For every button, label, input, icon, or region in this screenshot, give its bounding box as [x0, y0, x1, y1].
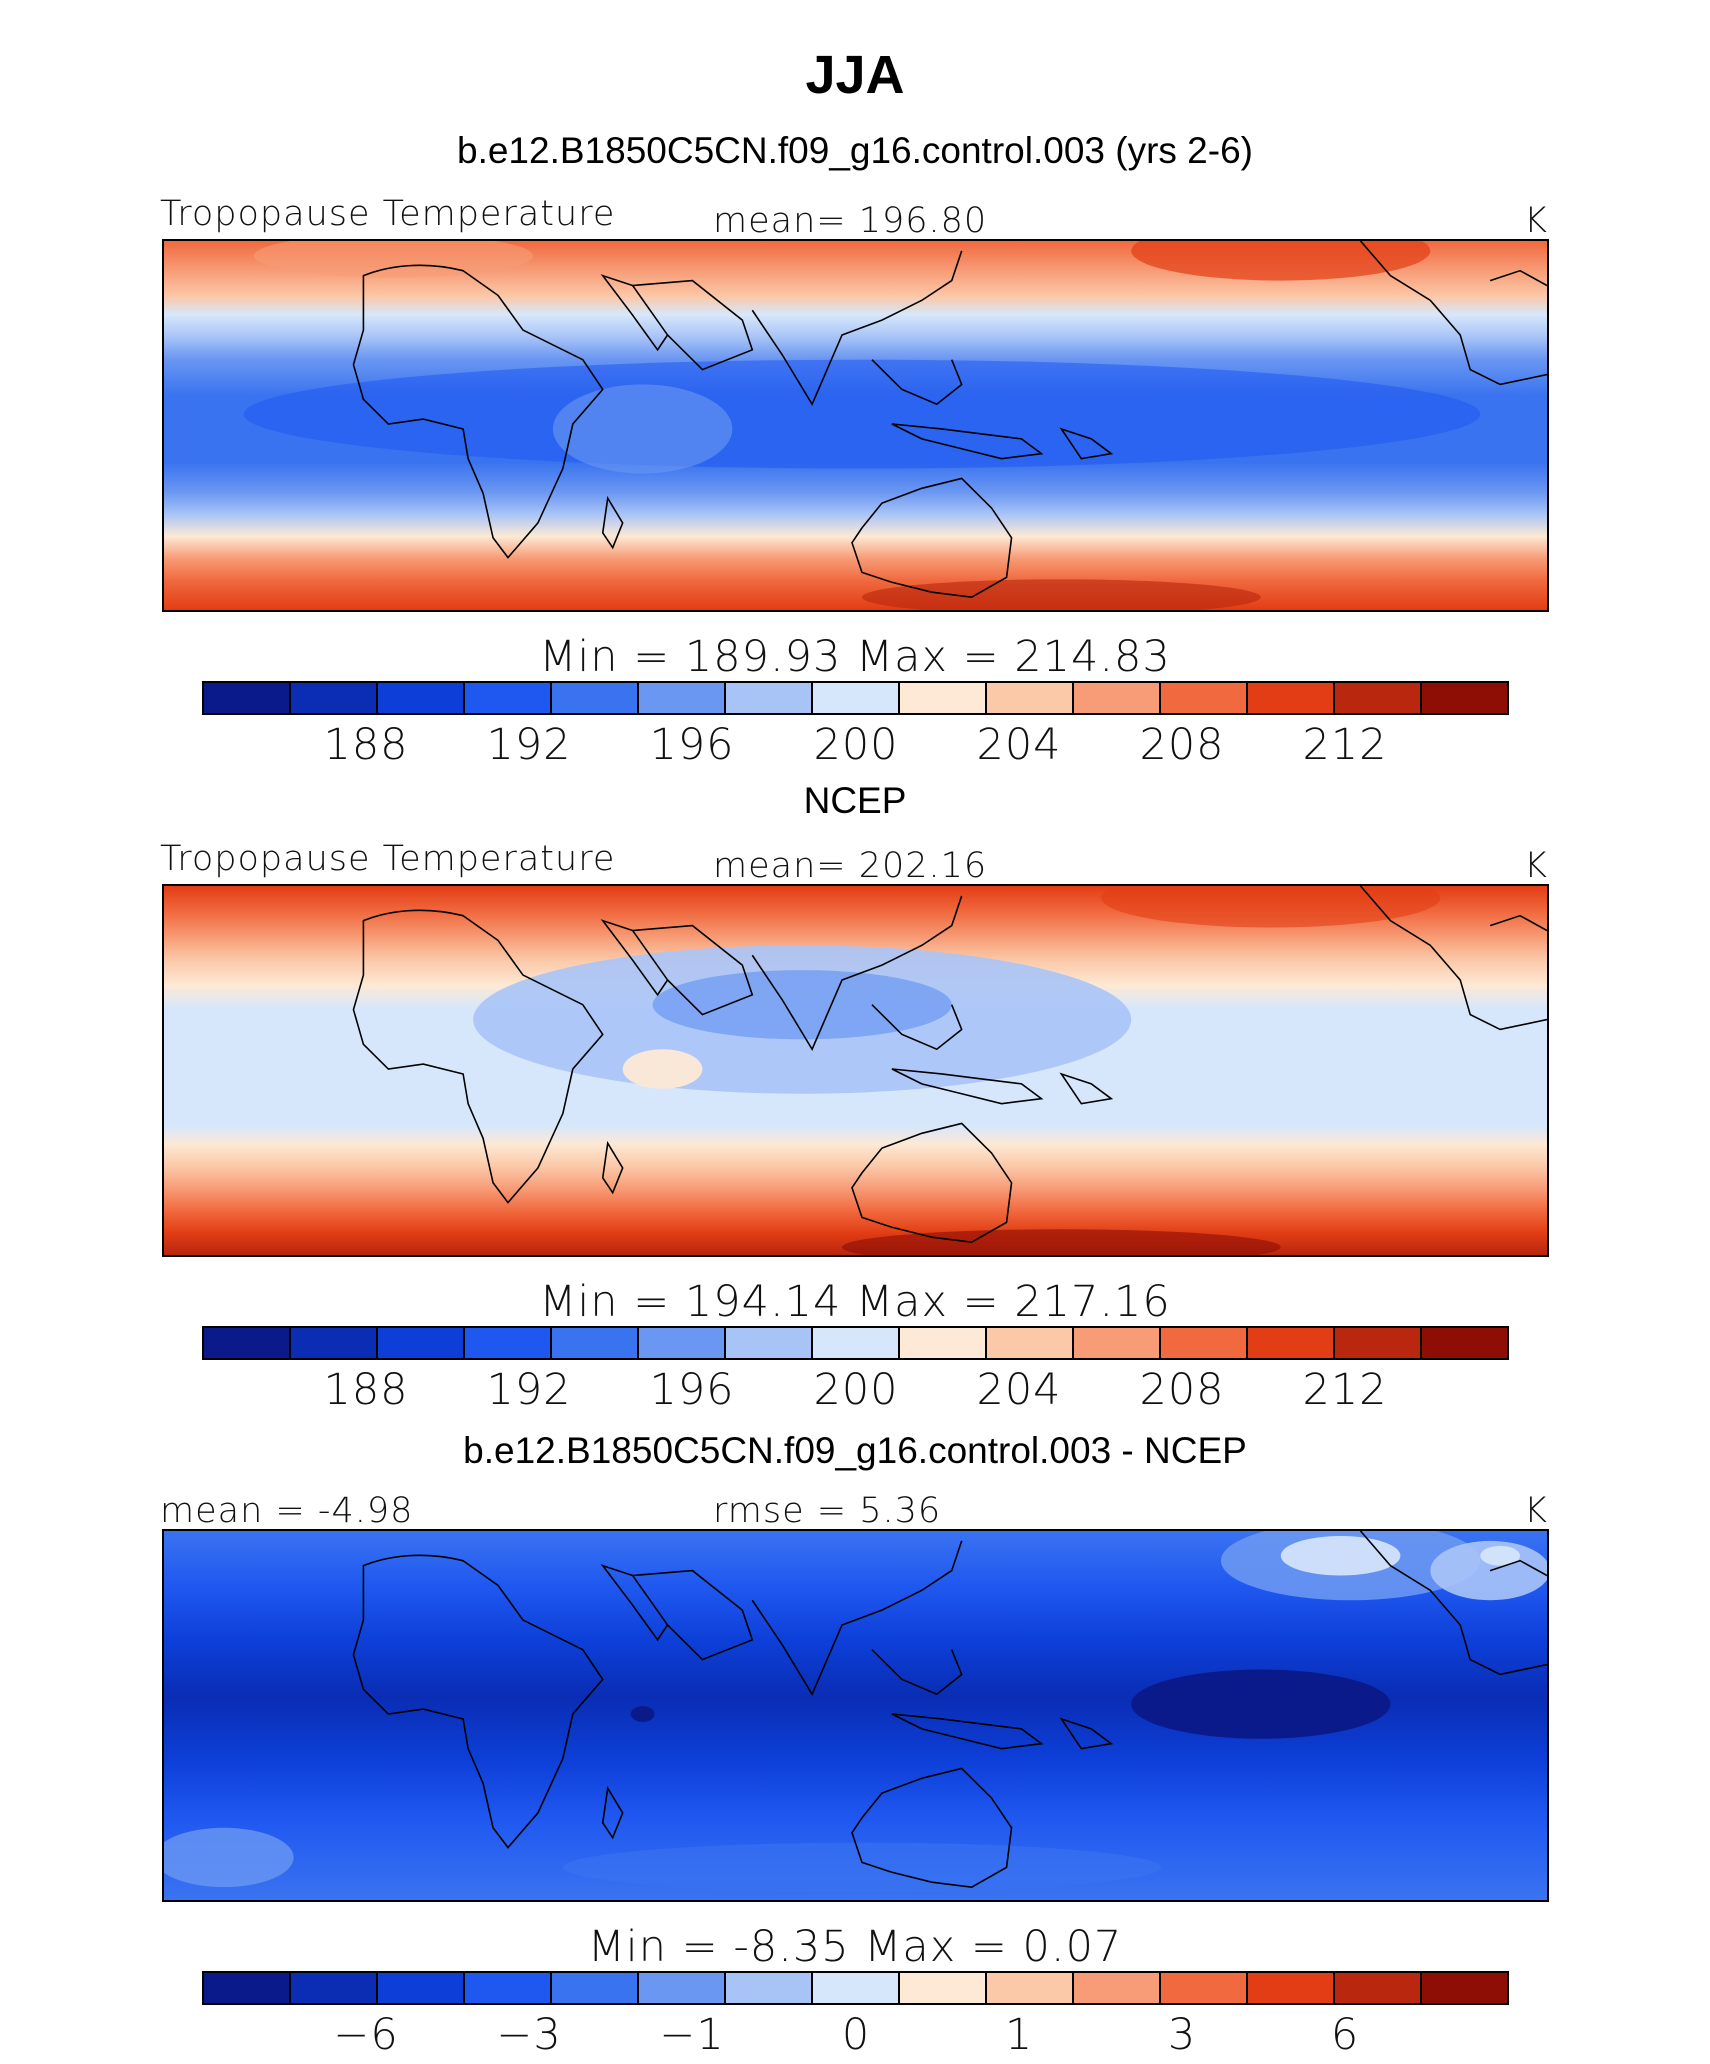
panel-2-colorbar [202, 1326, 1509, 1360]
colorbar-swatch [291, 683, 378, 713]
panel-1-tick-label: 200 [813, 720, 899, 770]
panel-3-tick-label: −3 [496, 2010, 562, 2060]
panel-1-colorbar [202, 681, 1509, 715]
panel-2-minmax: Min = 194.14 Max = 217.16 [539, 1277, 1171, 1327]
colorbar-swatch [1248, 683, 1335, 713]
panel-3-subtitle: b.e12.B1850C5CN.f09_g16.control.003 - NC… [463, 1430, 1247, 1471]
colorbar-swatch [1161, 1973, 1248, 2003]
colorbar-swatch [1422, 1328, 1507, 1358]
panel-1-mean-label: mean= 196.80 [713, 201, 988, 241]
panel-2-tick-label: 200 [813, 1365, 899, 1415]
colorbar-swatch [987, 683, 1074, 713]
panel-2-tick-label: 212 [1302, 1365, 1388, 1415]
colorbar-swatch [1248, 1973, 1335, 2003]
panel-3-tick-label: 0 [841, 2010, 871, 2060]
panel-2-tick-label: 204 [976, 1365, 1062, 1415]
colorbar-swatch [900, 683, 987, 713]
colorbar-swatch [552, 683, 639, 713]
panel-2-mean-label: mean= 202.16 [713, 846, 988, 886]
colorbar-swatch [552, 1973, 639, 2003]
panel-1-tick-label: 192 [486, 720, 572, 770]
colorbar-swatch [1074, 683, 1161, 713]
colorbar-swatch [1161, 683, 1248, 713]
colorbar-swatch [378, 1328, 465, 1358]
panel-1-subtitle: b.e12.B1850C5CN.f09_g16.control.003 (yrs… [457, 130, 1253, 171]
panel-1-tick-label: 196 [649, 720, 735, 770]
panel-3-rmse-label: rmse = 5.36 [713, 1491, 942, 1531]
colorbar-swatch [1335, 1973, 1422, 2003]
panel-2-tick-label: 208 [1139, 1365, 1225, 1415]
panel-3-colorbar [202, 1971, 1509, 2005]
colorbar-swatch [1335, 683, 1422, 713]
panel-1-units: K [1524, 201, 1548, 241]
colorbar-swatch [552, 1328, 639, 1358]
colorbar-swatch [1074, 1328, 1161, 1358]
panel-1-minmax: Min = 189.93 Max = 214.83 [539, 632, 1171, 682]
colorbar-swatch [1335, 1328, 1422, 1358]
colorbar-swatch [1248, 1328, 1335, 1358]
colorbar-swatch [204, 1328, 291, 1358]
figure-title: JJA [805, 45, 905, 105]
panel-3-minmax: Min = -8.35 Max = 0.07 [587, 1922, 1123, 1972]
colorbar-swatch [204, 683, 291, 713]
panel-2-tick-label: 192 [486, 1365, 572, 1415]
colorbar-swatch [204, 1973, 291, 2003]
colorbar-swatch [1422, 683, 1507, 713]
colorbar-swatch [987, 1973, 1074, 2003]
colorbar-swatch [378, 683, 465, 713]
colorbar-swatch [726, 1973, 813, 2003]
panel-1-tick-label: 204 [976, 720, 1062, 770]
panel-3-tick-label: 1 [1004, 2010, 1034, 2060]
colorbar-swatch [813, 1328, 900, 1358]
colorbar-swatch [1422, 1973, 1507, 2003]
colorbar-swatch [378, 1973, 465, 2003]
colorbar-swatch [726, 1328, 813, 1358]
colorbar-swatch [465, 683, 552, 713]
colorbar-swatch [987, 1328, 1074, 1358]
panel-3-tick-label: −1 [659, 2010, 725, 2060]
panel-2-subtitle: NCEP [803, 780, 907, 821]
colorbar-swatch [291, 1973, 378, 2003]
colorbar-swatch [1074, 1973, 1161, 2003]
panel-3-units: K [1524, 1491, 1548, 1531]
colorbar-swatch [465, 1973, 552, 2003]
colorbar-swatch [726, 683, 813, 713]
colorbar-swatch [465, 1328, 552, 1358]
panel-1-field-label: Tropopause Temperature [160, 194, 616, 234]
colorbar-swatch [813, 683, 900, 713]
colorbar-swatch [639, 1973, 726, 2003]
panel-2-map [162, 884, 1549, 1257]
panel-3-tick-label: 6 [1330, 2010, 1360, 2060]
colorbar-swatch [813, 1973, 900, 2003]
colorbar-swatch [1161, 1328, 1248, 1358]
panel-3-map [162, 1529, 1549, 1902]
colorbar-swatch [639, 683, 726, 713]
panel-3-tick-label: 3 [1167, 2010, 1197, 2060]
panel-3-mean-label: mean = -4.98 [160, 1491, 414, 1531]
panel-1-tick-label: 208 [1139, 720, 1225, 770]
colorbar-swatch [900, 1328, 987, 1358]
panel-2-tick-label: 196 [649, 1365, 735, 1415]
panel-2-tick-label: 188 [323, 1365, 409, 1415]
panel-3-tick-label: −6 [333, 2010, 399, 2060]
colorbar-swatch [900, 1973, 987, 2003]
panel-1-map [162, 239, 1549, 612]
colorbar-swatch [639, 1328, 726, 1358]
panel-2-units: K [1524, 846, 1548, 886]
panel-1-tick-label: 212 [1302, 720, 1388, 770]
panel-2-field-label: Tropopause Temperature [160, 839, 616, 879]
colorbar-swatch [291, 1328, 378, 1358]
panel-1-tick-label: 188 [323, 720, 409, 770]
